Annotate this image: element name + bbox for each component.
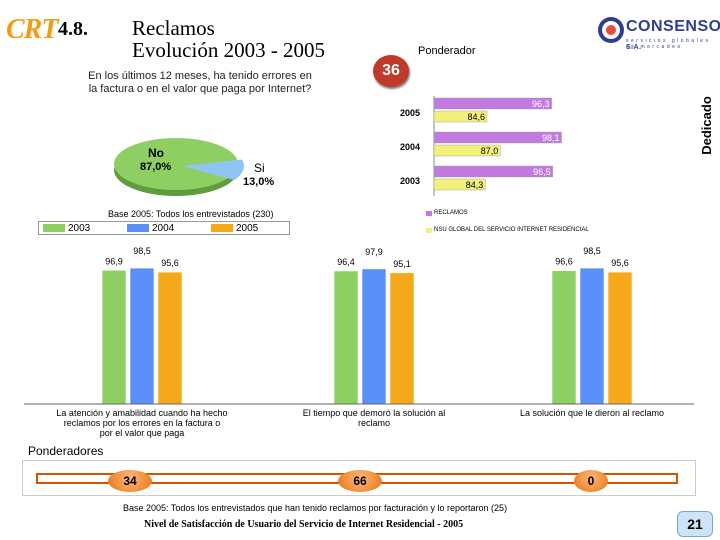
bar-2005-group-2	[389, 272, 415, 405]
h-category-2005: 2005	[400, 108, 420, 118]
legend-swatch-2003	[43, 224, 65, 232]
value-label-2005-group-1: 95,6	[161, 258, 179, 268]
brand-name: CONSENSO S.A.	[626, 18, 720, 51]
h-value-nsu-2003: 84,3	[466, 180, 484, 190]
bar-2004-group-1	[129, 267, 155, 405]
h-value-reclamos-2003: 96,5	[533, 167, 551, 177]
bar-2003-group-1	[101, 269, 127, 405]
legend-swatch-reclamos	[426, 211, 432, 216]
bar-2005-group-3	[607, 271, 633, 405]
ponderador-bubble-1: 34	[108, 470, 152, 492]
legend-reclamos: RECLAMOS	[434, 210, 468, 216]
category-label-3: La solución que le dieron al reclamo	[520, 408, 664, 418]
page-number: 21	[677, 511, 713, 537]
legend-swatch-nsu	[426, 228, 432, 233]
legend-swatch-2005	[211, 224, 233, 232]
h-value-reclamos-2005: 96,3	[532, 99, 550, 109]
value-label-2005-group-2: 95,1	[393, 259, 411, 269]
value-label-2003-group-3: 96,6	[555, 257, 573, 267]
ponderador-label: Ponderador	[418, 45, 476, 57]
value-label-2004-group-1: 98,5	[133, 246, 151, 256]
category-label-2: El tiempo que demoró la solución al recla…	[303, 408, 446, 428]
h-bar-reclamos-2004	[433, 131, 562, 144]
page-title: Reclamos	[132, 16, 215, 40]
ponderador-bubble-2: 66	[338, 470, 382, 492]
value-label-2003-group-2: 96,4	[337, 257, 355, 267]
ponderador-badge: 36	[373, 55, 409, 87]
h-value-nsu-2004: 87,0	[481, 146, 499, 156]
h-value-reclamos-2004: 98,1	[542, 133, 560, 143]
dedicado-label: Dedicado	[698, 95, 714, 155]
pie-value-si: 13,0%	[243, 176, 275, 188]
ponderador-bubble-3: 0	[574, 470, 608, 492]
bar-2004-group-2	[361, 268, 387, 405]
pie-label-no: No	[148, 146, 164, 160]
section-number: 4.8.	[58, 18, 88, 40]
brand-tagline: servicios globales de mercadeo	[626, 38, 711, 50]
h-value-nsu-2005: 84,6	[467, 112, 485, 122]
pie-slice-si	[182, 159, 244, 180]
bar-2005-group-1	[157, 271, 183, 405]
h-bar-nsu-2005	[433, 110, 488, 123]
h-category-2004: 2004	[400, 142, 420, 152]
ponderadores-frame	[22, 460, 696, 496]
value-label-2003-group-1: 96,9	[105, 256, 123, 266]
h-bar-reclamos-2003	[433, 165, 553, 178]
h-category-2003: 2003	[400, 176, 420, 186]
legend-item-2004: 2004	[127, 223, 203, 234]
value-label-2005-group-3: 95,6	[611, 258, 629, 268]
bar-2003-group-2	[333, 270, 359, 405]
legend-label-2003: 2003	[68, 222, 91, 234]
consenso-logo-icon	[598, 17, 624, 43]
footer-title: Nivel de Satisfacción de Usuario del Ser…	[144, 519, 464, 530]
pie-chart	[114, 138, 244, 196]
pie-value-no: 87,0%	[140, 161, 172, 173]
legend-item-2005: 2005	[211, 223, 287, 234]
h-bar-nsu-2004	[433, 144, 501, 157]
page-subtitle: Evolución 2003 - 2005	[132, 38, 326, 62]
pie-label-si: Si	[254, 161, 265, 175]
grouped-bar-chart: 96,9 98,5 95,6 96,4 97,9 95,1 96,6 98,5 95,6 La a…	[24, 246, 694, 438]
base-note-2005: Base 2005: Todos los entrevistados (230)	[108, 209, 274, 219]
value-label-2004-group-2: 97,9	[365, 247, 383, 257]
h-bar-nsu-2003	[433, 178, 486, 191]
horizontal-bar-chart: 2005 96,3 84,6 2004 98,1 87,0 2003 96,5 84,3	[400, 96, 562, 196]
value-label-2004-group-3: 98,5	[583, 246, 601, 256]
h-bar-reclamos-2005	[433, 97, 552, 110]
bar-2004-group-3	[579, 267, 605, 405]
pie-slice-no	[114, 138, 238, 190]
legend-item-2003: 2003	[43, 223, 119, 234]
legend-label-2005: 2005	[236, 222, 259, 234]
crt-logo: CRT	[6, 14, 58, 45]
survey-question: En los últimos 12 meses, ha tenido error…	[88, 70, 312, 95]
legend-nsu: NSU GLOBAL DEL SERVICIO INTERNET RESIDEN…	[434, 227, 589, 233]
bar-2003-group-3	[551, 270, 577, 405]
ponderadores-label: Ponderadores	[28, 444, 104, 458]
category-label-1: La atención y amabilidad cuando ha hecho…	[56, 408, 227, 438]
base-note-claims: Base 2005: Todos los entrevistados que h…	[123, 503, 508, 513]
legend-swatch-2004	[127, 224, 149, 232]
legend-label-2004: 2004	[152, 222, 175, 234]
year-legend: 2003 2004 2005	[38, 221, 290, 235]
